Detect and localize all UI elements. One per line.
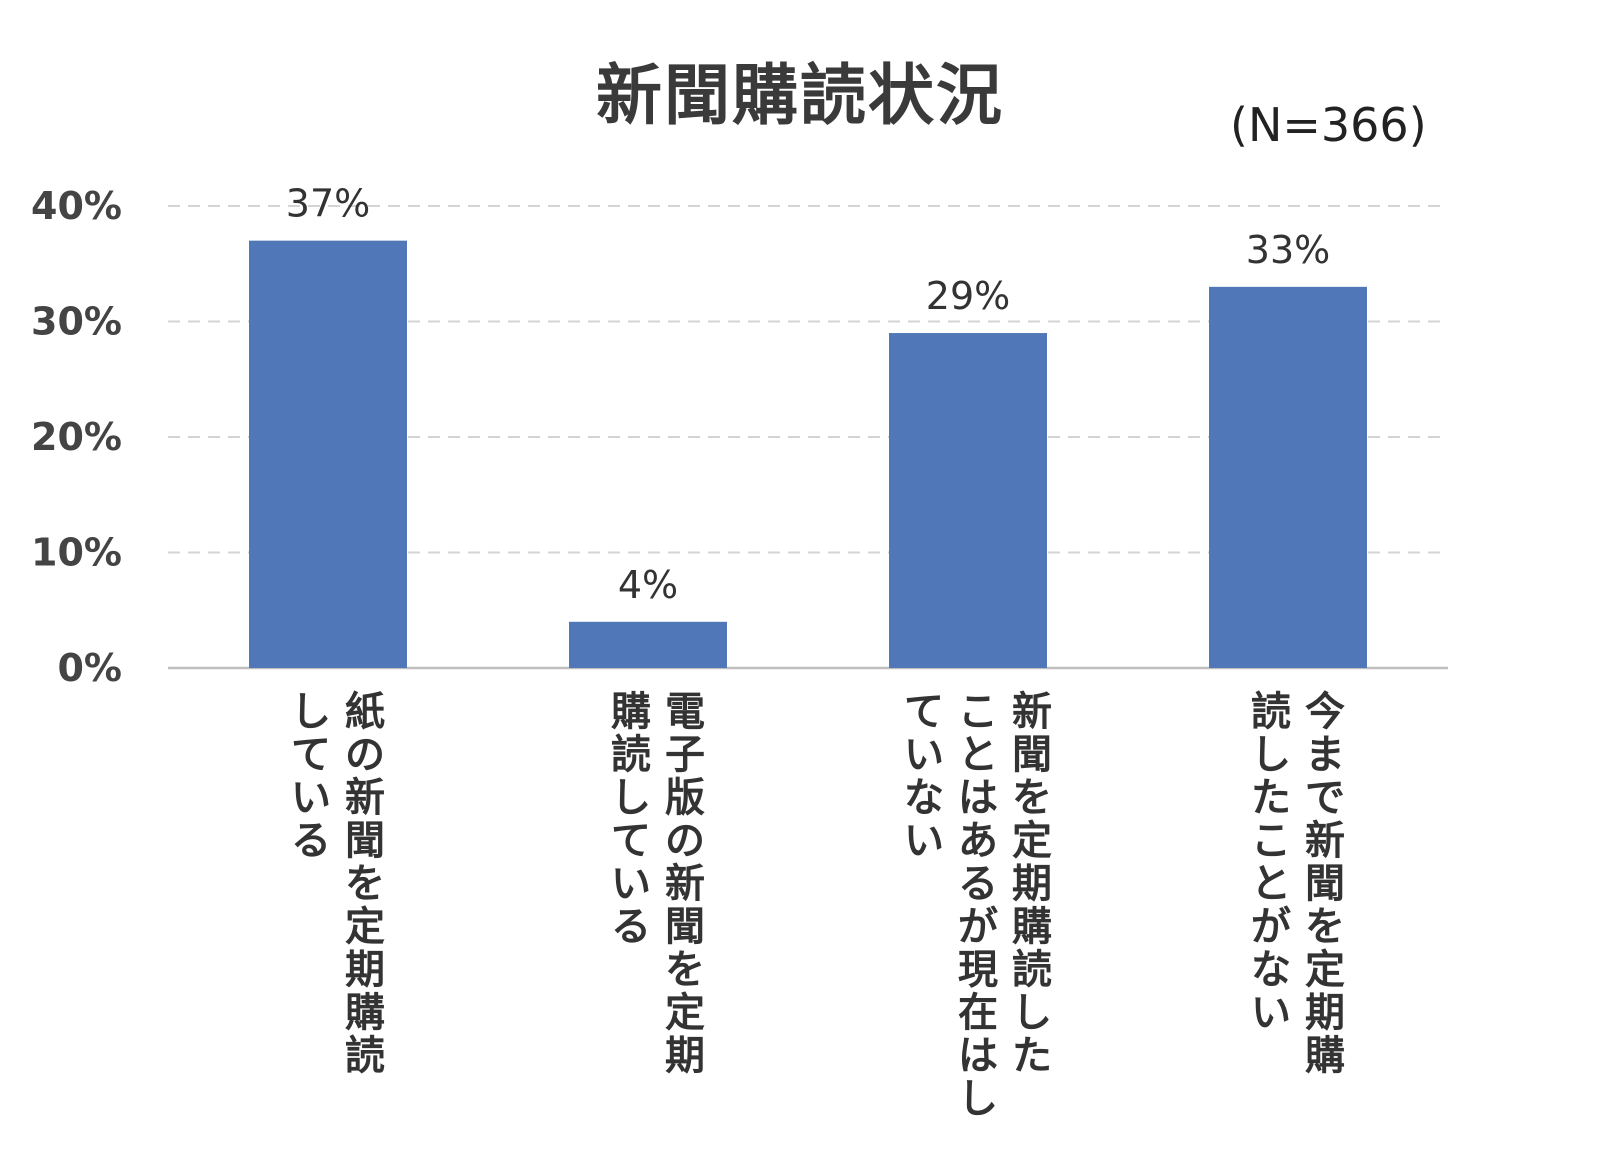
- category-label-char: は: [958, 775, 998, 821]
- category-label-char: し: [1012, 990, 1052, 1036]
- category-label-char: 電: [665, 689, 705, 735]
- category-label-char: 定: [345, 904, 385, 950]
- category-label-char: る: [291, 818, 331, 864]
- category-label-char: ま: [1305, 732, 1345, 778]
- category-label-char: 新: [1305, 818, 1345, 864]
- category-label-char: い: [904, 732, 944, 778]
- y-tick-label: 40%: [31, 184, 122, 228]
- category-label-char: 購: [1305, 1033, 1345, 1079]
- category-label-char: 読: [1251, 689, 1291, 735]
- data-label: 37%: [286, 182, 370, 226]
- category-label-char: 読: [1012, 947, 1052, 993]
- category-label-char: 読: [345, 1033, 385, 1079]
- category-label-char: た: [1012, 1033, 1052, 1079]
- category-label-char: 版: [665, 775, 705, 821]
- category-label-char: 新: [665, 861, 705, 907]
- category-label-char: い: [611, 861, 651, 907]
- category-label-char: し: [958, 1076, 998, 1122]
- category-label-char: は: [958, 1033, 998, 1079]
- category-label-char: 在: [958, 990, 998, 1036]
- category-label-char: が: [958, 904, 998, 950]
- category-label-char: 新: [1012, 689, 1052, 735]
- category-label-char: を: [345, 861, 385, 907]
- category-label-char: 聞: [665, 904, 705, 950]
- category-label-char: て: [904, 689, 944, 735]
- y-tick-label: 30%: [31, 300, 122, 344]
- category-label-char: あ: [958, 818, 998, 864]
- category-label-char: 今: [1305, 689, 1345, 735]
- data-label: 33%: [1246, 228, 1330, 272]
- data-label: 4%: [618, 563, 678, 607]
- category-label-char: 期: [1012, 861, 1052, 907]
- y-tick-label: 0%: [57, 646, 122, 690]
- category-label-char: 期: [665, 1033, 705, 1079]
- category-label-char: で: [1305, 775, 1345, 821]
- category-label-char: と: [1251, 861, 1291, 907]
- bar: [889, 333, 1047, 668]
- category-label-char: こ: [1251, 818, 1291, 864]
- category-label-char: て: [611, 818, 651, 864]
- category-label-char: 期: [345, 947, 385, 993]
- category-label-char: し: [1251, 732, 1291, 778]
- category-label-char: 新: [345, 775, 385, 821]
- bar: [1209, 286, 1367, 668]
- category-label-char: と: [958, 732, 998, 778]
- category-label-char: 現: [958, 947, 998, 993]
- category-label-char: 購: [611, 689, 651, 735]
- category-label-char: 期: [1305, 990, 1345, 1036]
- category-label-char: が: [1251, 904, 1291, 950]
- category-label-char: な: [904, 775, 944, 821]
- category-label-char: 紙: [345, 689, 385, 735]
- category-label-char: 定: [665, 990, 705, 1036]
- category-label-char: 子: [665, 732, 705, 778]
- category-label-char: て: [291, 732, 331, 778]
- category-label-char: 聞: [1012, 732, 1052, 778]
- category-label-char: 定: [1305, 947, 1345, 993]
- bar: [569, 621, 727, 668]
- data-label: 29%: [926, 274, 1010, 318]
- category-label-char: を: [665, 947, 705, 993]
- category-label-char: こ: [958, 689, 998, 735]
- bar: [249, 240, 407, 668]
- category-label-char: の: [345, 732, 385, 778]
- category-label-char: し: [611, 775, 651, 821]
- category-label-char: い: [1251, 990, 1291, 1036]
- y-tick-label: 10%: [31, 531, 122, 575]
- sample-size-note: (N=366): [1230, 98, 1427, 152]
- category-label-char: 読: [611, 732, 651, 778]
- category-label-char: 聞: [1305, 861, 1345, 907]
- y-tick-label: 20%: [31, 415, 122, 459]
- category-label-char: を: [1305, 904, 1345, 950]
- category-label-char: 聞: [345, 818, 385, 864]
- category-label-char: を: [1012, 775, 1052, 821]
- category-label-char: い: [904, 818, 944, 864]
- category-label-char: の: [665, 818, 705, 864]
- category-label-char: る: [611, 904, 651, 950]
- category-label-char: る: [958, 861, 998, 907]
- chart-title: 新聞購読状況: [596, 57, 1004, 134]
- category-label-char: な: [1251, 947, 1291, 993]
- category-label-char: 購: [345, 990, 385, 1036]
- category-label-char: 定: [1012, 818, 1052, 864]
- category-label-char: い: [291, 775, 331, 821]
- category-label-char: 購: [1012, 904, 1052, 950]
- category-label-char: た: [1251, 775, 1291, 821]
- category-label-char: し: [291, 689, 331, 735]
